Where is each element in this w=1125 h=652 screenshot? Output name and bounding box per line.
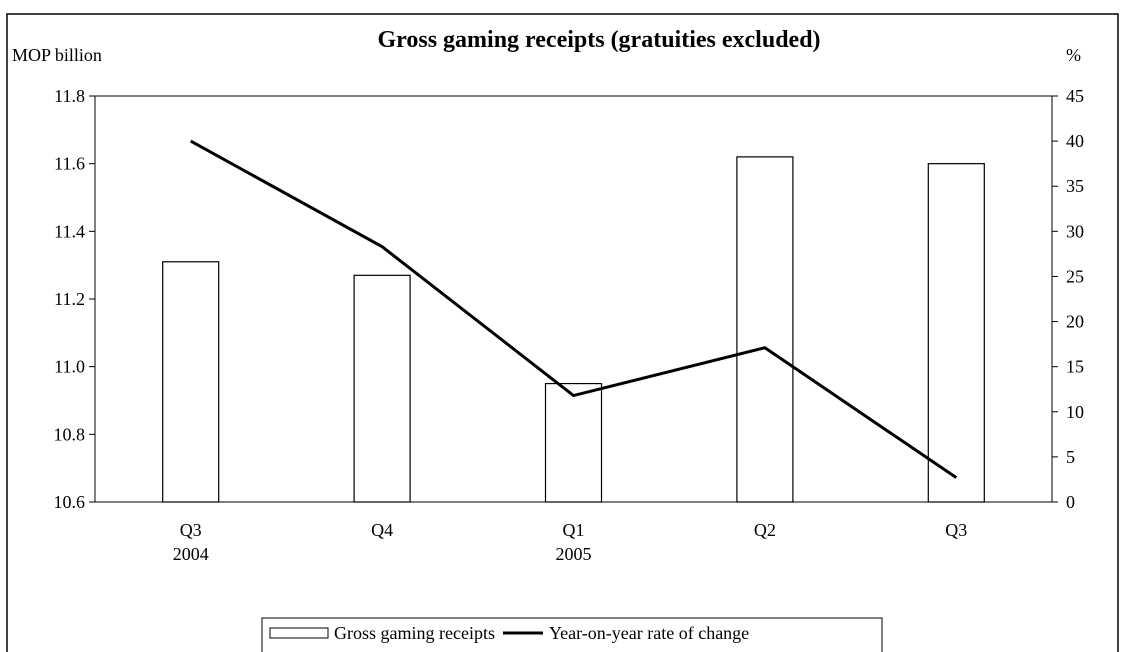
y2-tick-label: 30 [1066,221,1084,241]
bar [353,274,411,503]
x-tick-label: Q3 [945,520,967,540]
y-tick-label: 10.6 [54,492,86,512]
x-tick-label: Q4 [371,520,393,540]
y-tick-label: 11.4 [54,221,85,241]
legend-label: Year-on-year rate of change [549,623,749,643]
x-tick-label-part: 2004 [173,544,209,564]
y2-tick-label: 20 [1066,312,1084,332]
bar [736,156,794,503]
frame [6,13,1119,652]
y-tick-label: 11.2 [54,289,85,309]
y2-tick-label: 45 [1066,86,1084,106]
y2-tick-label: 15 [1066,357,1084,377]
x-tick-label-part: Q1 [563,520,585,540]
y-tick-label: 10.8 [54,424,86,444]
y2-tick-label: 25 [1066,266,1084,286]
y2-tick-label: 0 [1066,492,1075,512]
bar [162,261,220,503]
bar [927,163,985,503]
x-tick-label-part: 2005 [556,544,592,564]
x-tick-label-part: Q3 [180,520,202,540]
x-tick-label: Q3 2004 [173,520,209,564]
y2-tick-label: 35 [1066,176,1084,196]
line [189,139,958,479]
legend-swatch [269,627,329,639]
x-tick-label: Q1 2005 [556,520,592,564]
y2-tick-label: 10 [1066,402,1084,422]
y2-axis-label: % [1066,45,1081,65]
chart-title: Gross gaming receipts (gratuities exclud… [377,27,820,53]
y-tick-label: 11.6 [54,154,85,174]
y-tick-label: 11.8 [54,86,85,106]
y-tick-label: 11.0 [54,357,85,377]
legend-label: Gross gaming receipts [334,623,495,643]
y2-tick-label: 40 [1066,131,1084,151]
bar [544,382,603,503]
y2-tick-label: 5 [1066,447,1075,467]
x-tick-label: Q2 [754,520,776,540]
legend-box [261,617,883,652]
y-axis-label: MOP billion [12,45,102,65]
